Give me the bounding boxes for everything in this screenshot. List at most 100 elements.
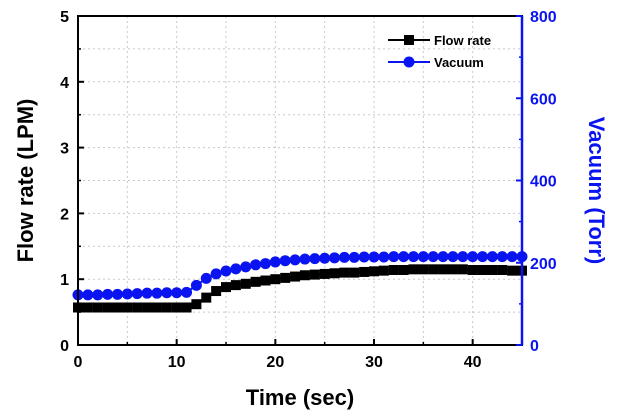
vacuum-point (210, 268, 222, 280)
flow-rate-point (151, 302, 162, 313)
flow-rate-series (73, 264, 527, 313)
x-tick-label: 10 (168, 354, 186, 371)
vacuum-point (111, 288, 123, 300)
flow-rate-point (161, 302, 172, 313)
vacuum-point (486, 251, 498, 263)
flow-rate-point (260, 275, 271, 286)
vacuum-point (279, 255, 291, 267)
legend-flow-rate-marker (404, 35, 414, 45)
vacuum-point (289, 254, 301, 266)
flow-rate-point (309, 269, 320, 280)
vacuum-point (240, 261, 252, 273)
vacuum-point (447, 251, 459, 263)
vacuum-point (151, 287, 163, 299)
vacuum-point (200, 272, 212, 284)
flow-rate-point (428, 264, 439, 275)
y-axis-left-title: Flow rate (LPM) (13, 99, 38, 263)
vacuum-point (457, 251, 469, 263)
flow-rate-point (299, 270, 310, 281)
vacuum-point (506, 251, 518, 263)
flow-rate-point (240, 278, 251, 289)
flow-rate-point (319, 268, 330, 279)
flow-rate-point (487, 264, 498, 275)
y-axis-right-title: Vacuum (Torr) (584, 117, 609, 265)
y-right-tick-label: 800 (530, 9, 557, 26)
vacuum-point (378, 251, 390, 263)
flow-rate-point (457, 264, 468, 275)
y-left-tick-label: 1 (60, 272, 69, 289)
vacuum-point (181, 286, 193, 298)
vacuum-point (102, 288, 114, 300)
vacuum-point (131, 288, 143, 300)
vacuum-point (398, 251, 410, 263)
vacuum-point (161, 287, 173, 299)
vacuum-point (407, 251, 419, 263)
y-right-tick-label: 200 (530, 256, 557, 273)
x-axis: 0 10 20 30 40 (74, 339, 482, 371)
flow-rate-point (280, 272, 291, 283)
flow-rate-point (418, 264, 429, 275)
flow-rate-point (507, 265, 518, 276)
flow-rate-point (329, 268, 340, 279)
flow-rate-point (250, 276, 261, 287)
vacuum-point (220, 265, 232, 277)
flow-rate-point (497, 264, 508, 275)
y-left-tick-label: 2 (60, 206, 69, 223)
x-tick-label: 20 (266, 354, 284, 371)
vacuum-point (388, 251, 400, 263)
x-axis-title: Time (sec) (246, 385, 354, 410)
flow-rate-point (102, 302, 113, 313)
flow-rate-point (477, 264, 488, 275)
flow-rate-point (211, 286, 222, 297)
vacuum-point (358, 251, 370, 263)
flow-rate-point (290, 271, 301, 282)
y-axis-right: 0 200 400 600 800 (516, 9, 557, 355)
flow-rate-point (142, 302, 153, 313)
y-left-tick-label: 3 (60, 141, 69, 158)
legend-vacuum-marker (403, 56, 415, 68)
y-right-tick-label: 400 (530, 174, 557, 191)
vacuum-point (348, 251, 360, 263)
y-left-tick-label: 0 (60, 338, 69, 355)
x-tick-label: 30 (365, 354, 383, 371)
flow-rate-point (378, 265, 389, 276)
vacuum-point (467, 251, 479, 263)
vacuum-point (190, 279, 202, 291)
flow-rate-point (388, 264, 399, 275)
flow-rate-point (339, 267, 350, 278)
vacuum-point (496, 251, 508, 263)
flow-rate-point (201, 292, 212, 303)
vacuum-point (338, 251, 350, 263)
vacuum-point (82, 289, 94, 301)
vacuum-point (121, 288, 133, 300)
flow-rate-point (191, 299, 202, 310)
flow-rate-point (122, 302, 133, 313)
flow-rate-point (230, 280, 241, 291)
flow-rate-point (171, 302, 182, 313)
legend-vacuum-label: Vacuum (434, 55, 484, 70)
vacuum-point (259, 258, 271, 270)
flow-rate-point (467, 264, 478, 275)
y-right-tick-label: 0 (530, 338, 539, 355)
y-right-tick-label: 600 (530, 91, 557, 108)
vacuum-point (417, 251, 429, 263)
vacuum-point (230, 263, 242, 275)
flow-rate-point (398, 264, 409, 275)
vacuum-point (368, 251, 380, 263)
flow-rate-point (221, 282, 231, 293)
vacuum-point (269, 256, 281, 268)
vacuum-point (250, 259, 262, 271)
flow-rate-point (438, 264, 449, 275)
flow-rate-point (270, 274, 281, 285)
x-tick-label: 40 (464, 354, 482, 371)
vacuum-point (427, 251, 439, 263)
flow-rate-point (112, 302, 123, 313)
flow-rate-point (181, 302, 192, 313)
y-left-tick-label: 4 (60, 75, 69, 92)
flow-rate-point (132, 302, 143, 313)
legend-flow-rate-label: Flow rate (434, 33, 491, 48)
flow-rate-point (349, 267, 360, 278)
vacuum-point (141, 287, 153, 299)
flow-rate-point (408, 264, 419, 275)
